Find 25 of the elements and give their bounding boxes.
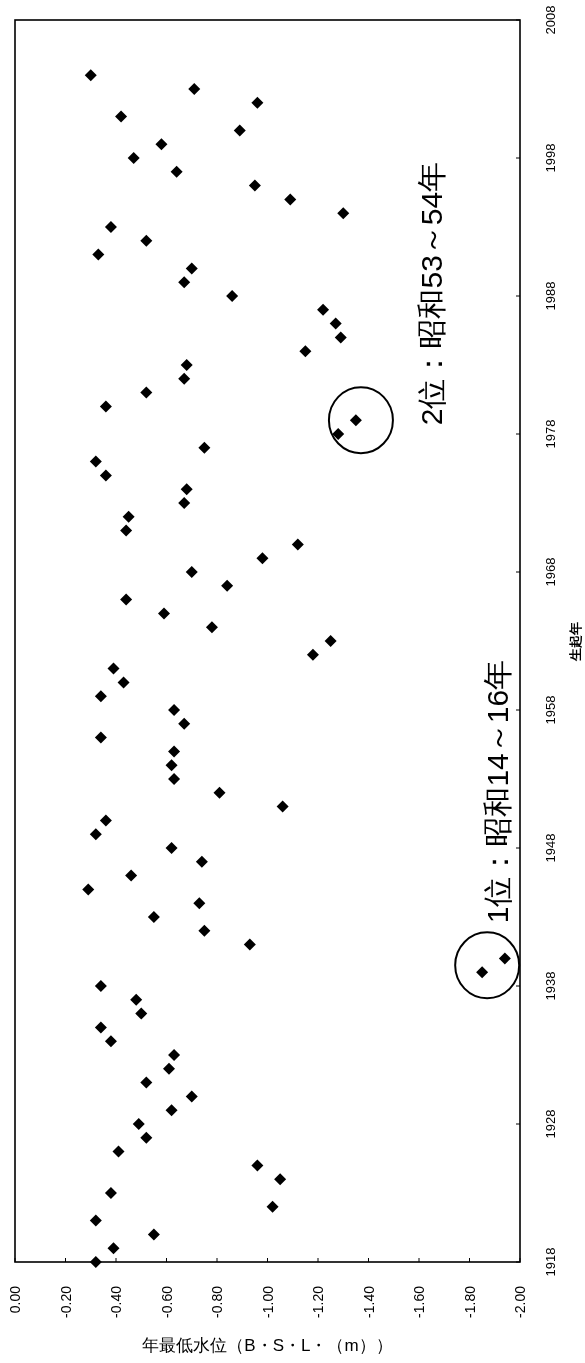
y-tick-label: 1998: [543, 143, 558, 173]
x-tick-label: -1.80: [461, 1285, 478, 1318]
y-tick-label: 1988: [543, 281, 558, 311]
annotation: 2位：昭和53～54年: [414, 161, 448, 426]
x-tick-label: -0.80: [209, 1285, 225, 1318]
y-tick-label: 1938: [543, 971, 558, 1001]
y-tick-label: 1918: [543, 1247, 558, 1277]
x-tick-label: -2.00: [512, 1285, 528, 1318]
x-tick-label: -1.20: [310, 1285, 326, 1318]
y-tick-label: 1958: [543, 695, 558, 725]
x-tick-label: -0.20: [57, 1285, 74, 1318]
x-tick-label: -0.60: [158, 1285, 175, 1318]
x-tick-label: -1.60: [411, 1285, 427, 1318]
x-tick-label: -0.40: [108, 1285, 124, 1318]
y-tick-label: 2008: [543, 5, 558, 35]
x-tick-label: 0.00: [7, 1285, 23, 1314]
y-tick-label: 1978: [543, 419, 558, 449]
y-tick-label: 1928: [543, 1109, 558, 1139]
y-axis-title: 生起年: [568, 621, 583, 662]
x-axis-title: 年最低水位（B・S・L・（m））: [142, 1336, 393, 1355]
y-tick-label: 1948: [543, 833, 558, 863]
x-tick-label: -1.40: [360, 1285, 377, 1318]
annotation: 1位：昭和14～16年: [481, 659, 515, 924]
y-tick-label: 1968: [543, 557, 558, 587]
x-tick-label: -1.00: [259, 1285, 276, 1318]
